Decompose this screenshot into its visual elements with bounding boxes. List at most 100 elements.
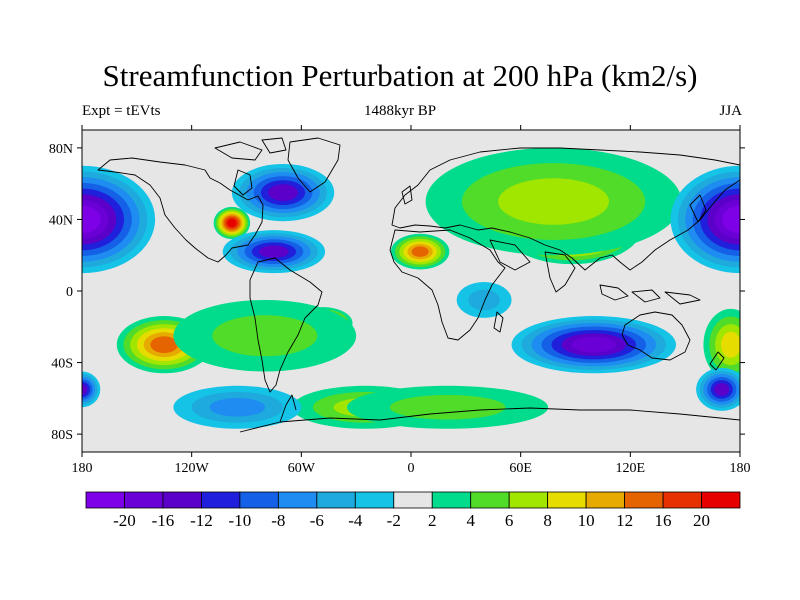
- anomaly-negative-16: [696, 367, 740, 411]
- colorbar-label: -10: [229, 511, 252, 530]
- colorbar-box: [547, 491, 587, 509]
- colorbar-label: -4: [348, 511, 363, 530]
- colorbar-label: 10: [578, 511, 595, 530]
- colorbar-box: [239, 491, 279, 509]
- anomaly-negative-17: [82, 371, 101, 408]
- lat-tick-label: 80S: [51, 428, 73, 443]
- anomaly-positive-10: [703, 308, 740, 381]
- colorbar-box: [124, 491, 164, 509]
- colorbar-label: -20: [113, 511, 136, 530]
- contour-level-14: [150, 336, 179, 354]
- contour-level-2: [268, 184, 298, 201]
- coast-australia: [621, 311, 691, 361]
- colorbar-label: -6: [310, 511, 324, 530]
- anomaly-negative-18: [173, 385, 302, 429]
- plot-title: Streamfunction Perturbation at 200 hPa (…: [102, 58, 698, 93]
- contour-level-12: [720, 331, 740, 358]
- coast-hudson-bay: [233, 169, 253, 196]
- anomaly-negative-15: [511, 316, 677, 374]
- coast-greenland: [287, 137, 341, 193]
- lat-tick-label: 40N: [49, 213, 73, 228]
- lon-tick-label: 120W: [175, 461, 210, 476]
- season-label: JJA: [719, 103, 742, 119]
- coast-new-zealand: [709, 351, 725, 371]
- coast-north-america: [97, 157, 264, 263]
- lon-tick-label: 180: [730, 461, 751, 476]
- coastlines: [97, 137, 740, 433]
- anomaly-positive-9: [347, 385, 549, 429]
- contour-level-0: [82, 205, 101, 234]
- colorbar-label: 2: [428, 511, 437, 530]
- colorbar-label: -2: [387, 511, 401, 530]
- coast-arctic-islands: [214, 137, 287, 161]
- coast-south-america: [249, 257, 323, 393]
- lon-tick-label: 60E: [509, 461, 532, 476]
- anomaly-positive-3: [390, 233, 450, 270]
- colorbar-label: 12: [616, 511, 633, 530]
- lon-tick-label: 60W: [288, 461, 316, 476]
- coast-india: [544, 251, 576, 293]
- coast-indonesia: [599, 284, 701, 305]
- contour-level-14: [411, 246, 429, 257]
- contour-level-6: [468, 289, 500, 311]
- colorbar-box: [85, 491, 125, 509]
- colorbar-box: [201, 491, 241, 509]
- anomaly-negative-14: [222, 230, 326, 274]
- coast-madagascar: [493, 311, 504, 333]
- colorbar-label: 20: [693, 511, 710, 530]
- coast-uk: [401, 185, 413, 205]
- contour-level-16: [227, 218, 237, 228]
- lat-tick-label: 80N: [49, 142, 73, 157]
- colorbar-box: [162, 491, 202, 509]
- colorbar-box: [431, 491, 472, 509]
- anomaly-negative-19: [456, 282, 512, 318]
- colorbar-box: [393, 491, 433, 509]
- colorbar-label: 4: [466, 511, 475, 530]
- lat-tick-label: 40S: [51, 357, 73, 372]
- anomaly-negative-13: [231, 163, 335, 222]
- coast-europe-asia: [391, 147, 740, 271]
- colorbar: -20 -16 -12 -10 -8 -6 -4 -2 2 4 6 8 10 12 16 20: [85, 491, 741, 530]
- colorbar-box: [316, 491, 356, 509]
- lon-tick-label: 120E: [616, 461, 646, 476]
- coast-antarctica: [239, 407, 740, 433]
- colorbar-label: 16: [655, 511, 672, 530]
- colorbar-label: -12: [190, 511, 213, 530]
- colorbar-label: -16: [152, 511, 175, 530]
- colorbar-label: 8: [543, 511, 552, 530]
- experiment-label: Expt = tEVts: [82, 103, 161, 119]
- contour-level-11: [498, 178, 610, 225]
- lon-tick-label: 180: [72, 461, 93, 476]
- contour-level-2: [714, 383, 730, 396]
- contour-level-2: [258, 245, 289, 258]
- colorbar-box: [470, 491, 510, 509]
- colorbar-box: [508, 491, 549, 509]
- contour-level-5: [209, 397, 266, 417]
- map-axes: 80N 40N 0 40S 80S 180 120W 60W 0 60E 120E 180: [49, 125, 751, 476]
- colorbar-box: [624, 491, 664, 509]
- contour-level-2: [82, 384, 88, 395]
- coast-arabia: [489, 239, 531, 271]
- period-label: 1488kyr BP: [363, 103, 437, 119]
- colorbar-box: [585, 491, 625, 509]
- coast-japan: [689, 194, 707, 223]
- coast-antarctic-peninsula: [279, 394, 297, 423]
- contour-level-0: [722, 205, 740, 234]
- coast-africa: [389, 229, 506, 341]
- anomaly-negative-11: [670, 165, 740, 274]
- anomaly-negative-12: [82, 165, 156, 274]
- lat-tick-label: 0: [66, 285, 73, 300]
- colorbar-box: [277, 491, 318, 509]
- anomaly-positive-4: [213, 206, 251, 240]
- contour-level-10: [212, 315, 318, 357]
- anomaly-positive-7: [173, 299, 357, 372]
- colorbar-box: [354, 491, 395, 509]
- contour-level-10: [389, 394, 506, 420]
- streamfunction-field: [82, 147, 740, 429]
- contour-level-1: [571, 336, 617, 353]
- colorbar-label: 6: [505, 511, 514, 530]
- lon-tick-label: 0: [408, 461, 415, 476]
- colorbar-box: [701, 491, 741, 509]
- anomaly-positive-2: [425, 147, 682, 256]
